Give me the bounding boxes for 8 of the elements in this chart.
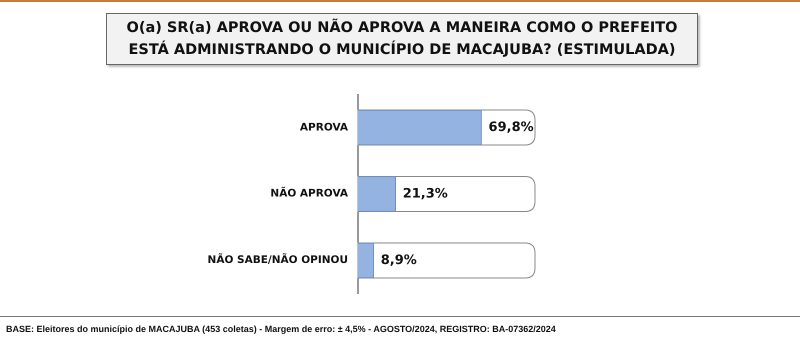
data-label: 69,8% [488, 120, 534, 135]
y-tick-label: NÃO APROVA [270, 186, 349, 200]
text: BASE: Eleitores do município de MACAJUBA (453 coletas) - Margem de erro: ± 4,5% - AGOSTO/2024, REGISTRO: BA-07362/2024 [6, 324, 556, 334]
chart-title: O(a) SR(a) APROVA OU NÃO APROVA A MANEIRA COMO O PREFEITO ESTÁ ADMINISTRANDO O MUNICÍPIO DE MACAJUBA? (ESTIMULADA) [106, 13, 698, 65]
data-label: 8,9% [380, 252, 417, 268]
y-tick-label: APROVA [300, 121, 349, 134]
data-label: 21,3% [402, 186, 448, 202]
y-tick-label: NÃO SABE/NÃO OPINOU [208, 253, 348, 266]
